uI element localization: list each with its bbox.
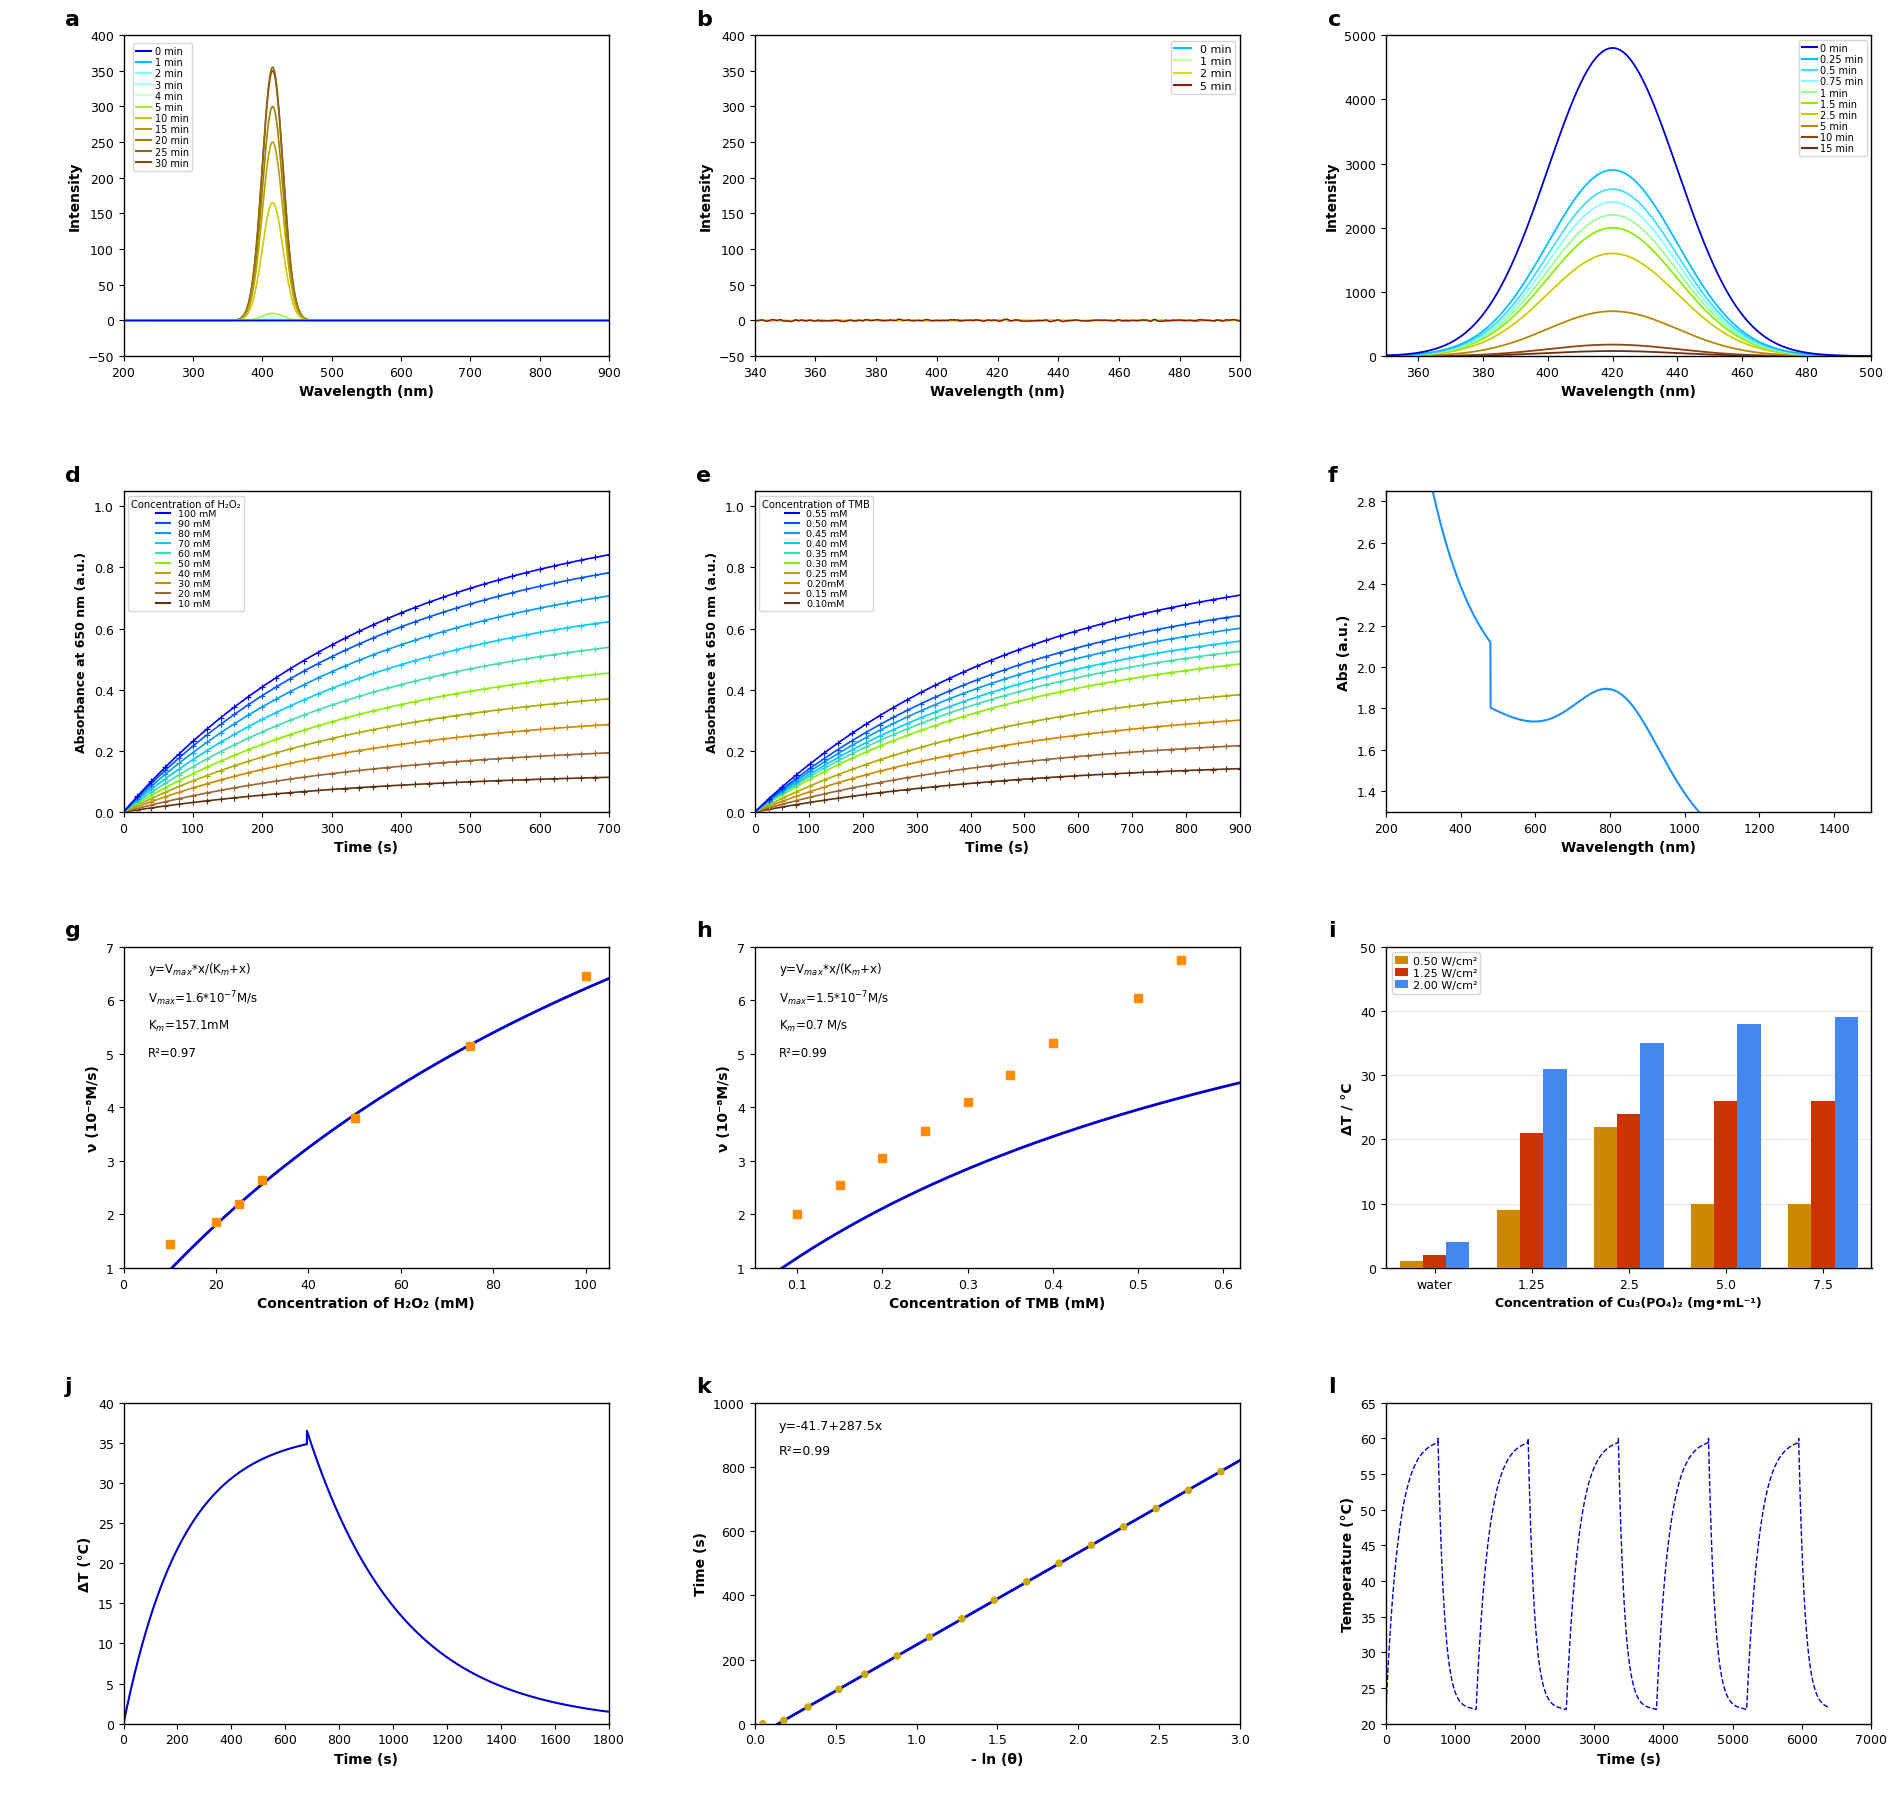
Bar [1811, 1101, 1835, 1269]
Point [1075, 1531, 1106, 1560]
Bar [1423, 1254, 1446, 1269]
Point [825, 1675, 855, 1704]
Point [978, 1587, 1009, 1615]
Text: k: k [697, 1377, 711, 1397]
Legend: 0.50 W/cm², 1.25 W/cm², 2.00 W/cm²: 0.50 W/cm², 1.25 W/cm², 2.00 W/cm² [1391, 953, 1480, 995]
Text: K$_m$=0.7 M/s: K$_m$=0.7 M/s [779, 1018, 847, 1032]
Point [946, 1605, 977, 1634]
Text: c: c [1328, 9, 1341, 29]
Text: V$_{max}$=1.5*10$^{-7}$M/s: V$_{max}$=1.5*10$^{-7}$M/s [779, 989, 889, 1007]
Bar [1691, 1204, 1714, 1269]
X-axis label: Time (s): Time (s) [334, 841, 399, 856]
Text: a: a [65, 9, 80, 29]
Bar [1640, 1043, 1664, 1269]
Legend: 0 min, 0.25 min, 0.5 min, 0.75 min, 1 min, 1.5 min, 2.5 min, 5 min, 10 min, 15 m: 0 min, 0.25 min, 0.5 min, 0.75 min, 1 mi… [1799, 42, 1866, 157]
Text: R²=0.99: R²=0.99 [779, 1444, 830, 1458]
Point [914, 1623, 944, 1652]
Y-axis label: Absorbance at 650 nm (a.u.): Absorbance at 650 nm (a.u.) [76, 552, 87, 753]
Text: V$_{max}$=1.6*10$^{-7}$M/s: V$_{max}$=1.6*10$^{-7}$M/s [148, 989, 258, 1007]
X-axis label: Time (s): Time (s) [1596, 1753, 1661, 1765]
Legend: 0 min, 1 min, 2 min, 5 min: 0 min, 1 min, 2 min, 5 min [1170, 42, 1235, 96]
Point [1140, 1495, 1170, 1523]
Text: y=V$_{max}$*x/(K$_m$+x): y=V$_{max}$*x/(K$_m$+x) [779, 960, 882, 977]
Text: y=V$_{max}$*x/(K$_m$+x): y=V$_{max}$*x/(K$_m$+x) [148, 960, 251, 977]
Y-axis label: ν (10⁻⁸M/s): ν (10⁻⁸M/s) [718, 1065, 732, 1152]
Legend: 0.55 mM, 0.50 mM, 0.45 mM, 0.40 mM, 0.35 mM, 0.30 mM, 0.25 mM, 0.20mM, 0.15 mM, : 0.55 mM, 0.50 mM, 0.45 mM, 0.40 mM, 0.35… [760, 496, 872, 612]
X-axis label: Concentration of TMB (mM): Concentration of TMB (mM) [889, 1296, 1106, 1310]
Bar [1497, 1211, 1520, 1269]
X-axis label: Concentration of H₂O₂ (mM): Concentration of H₂O₂ (mM) [256, 1296, 475, 1310]
Point [770, 1706, 800, 1735]
Text: h: h [697, 921, 712, 940]
Point [1108, 1513, 1138, 1541]
Y-axis label: Abs (a.u.): Abs (a.u.) [1338, 614, 1351, 690]
Y-axis label: Intensity: Intensity [68, 162, 82, 231]
Y-axis label: Temperature (°C): Temperature (°C) [1341, 1496, 1355, 1632]
Text: K$_m$=157.1mM: K$_m$=157.1mM [148, 1018, 230, 1032]
Bar [1617, 1114, 1640, 1269]
Bar [1520, 1134, 1543, 1269]
X-axis label: Wavelength (nm): Wavelength (nm) [929, 384, 1066, 399]
Bar [1446, 1242, 1469, 1269]
Y-axis label: ΔT / °C: ΔT / °C [1341, 1081, 1355, 1134]
Bar [1594, 1126, 1617, 1269]
Y-axis label: Intensity: Intensity [699, 162, 712, 231]
Text: j: j [65, 1377, 72, 1397]
Bar [1714, 1101, 1737, 1269]
Point [1174, 1476, 1205, 1505]
Text: R²=0.97: R²=0.97 [148, 1047, 198, 1060]
Text: l: l [1328, 1377, 1336, 1397]
Text: b: b [697, 9, 712, 29]
Text: e: e [697, 466, 712, 486]
X-axis label: Wavelength (nm): Wavelength (nm) [1562, 841, 1697, 856]
Point [1011, 1567, 1041, 1596]
Text: g: g [65, 921, 82, 940]
Point [882, 1641, 912, 1670]
Text: f: f [1328, 466, 1338, 486]
Bar [1788, 1204, 1811, 1269]
Point [1206, 1457, 1237, 1486]
Y-axis label: Absorbance at 650 nm (a.u.): Absorbance at 650 nm (a.u.) [707, 552, 720, 753]
X-axis label: Time (s): Time (s) [334, 1753, 399, 1765]
X-axis label: Wavelength (nm): Wavelength (nm) [1562, 384, 1697, 399]
Text: y=-41.7+287.5x: y=-41.7+287.5x [779, 1419, 884, 1431]
X-axis label: Wavelength (nm): Wavelength (nm) [298, 384, 433, 399]
Text: R²=0.99: R²=0.99 [779, 1047, 828, 1060]
Point [792, 1693, 823, 1722]
Point [849, 1661, 880, 1689]
Bar [1737, 1023, 1761, 1269]
Y-axis label: ΔT (°C): ΔT (°C) [78, 1536, 93, 1590]
Y-axis label: Intensity: Intensity [1324, 162, 1340, 231]
Y-axis label: ν (10⁻⁸M/s): ν (10⁻⁸M/s) [86, 1065, 101, 1152]
Point [1043, 1549, 1074, 1578]
Bar [1400, 1262, 1423, 1269]
X-axis label: Concentration of Cu₃(PO₄)₂ (mg•mL⁻¹): Concentration of Cu₃(PO₄)₂ (mg•mL⁻¹) [1495, 1296, 1761, 1309]
Bar [1543, 1069, 1568, 1269]
Point [747, 1709, 777, 1738]
X-axis label: - ln (θ): - ln (θ) [971, 1753, 1024, 1765]
Legend: 0 min, 1 min, 2 min, 3 min, 4 min, 5 min, 10 min, 15 min, 20 min, 25 min, 30 min: 0 min, 1 min, 2 min, 3 min, 4 min, 5 min… [133, 43, 192, 171]
Text: i: i [1328, 921, 1336, 940]
Y-axis label: Time (s): Time (s) [694, 1531, 707, 1596]
X-axis label: Time (s): Time (s) [965, 841, 1030, 856]
Text: d: d [65, 466, 82, 486]
Legend: 100 mM, 90 mM, 80 mM, 70 mM, 60 mM, 50 mM, 40 mM, 30 mM, 20 mM, 10 mM: 100 mM, 90 mM, 80 mM, 70 mM, 60 mM, 50 m… [127, 496, 243, 612]
Bar [1835, 1018, 1858, 1269]
